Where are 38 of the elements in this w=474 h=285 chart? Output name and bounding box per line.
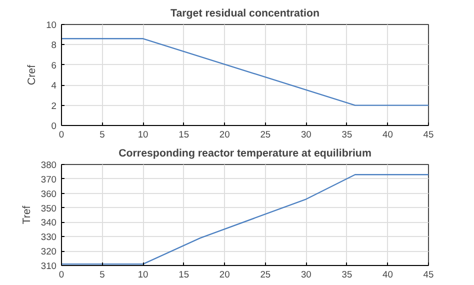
x-tick-label: 40 bbox=[382, 270, 393, 280]
y-axis-title: Cref bbox=[26, 64, 38, 86]
y-tick-label: 360 bbox=[40, 188, 57, 199]
x-tick-label: 45 bbox=[423, 130, 434, 140]
y-tick-label: 8 bbox=[51, 40, 57, 50]
chart-title: Corresponding reactor temperature at equilibrium bbox=[118, 148, 372, 160]
x-tick-label: 0 bbox=[58, 130, 64, 140]
x-tick-label: 20 bbox=[219, 130, 230, 140]
x-tick-label: 5 bbox=[100, 130, 105, 140]
y-tick-label: 350 bbox=[40, 203, 57, 214]
y-tick-label: 380 bbox=[40, 160, 57, 170]
y-tick-label: 310 bbox=[40, 261, 57, 271]
y-tick-label: 320 bbox=[40, 246, 57, 257]
x-tick-label: 5 bbox=[100, 270, 105, 280]
x-tick-label: 20 bbox=[219, 270, 230, 280]
y-tick-label: 10 bbox=[46, 20, 57, 30]
x-tick-label: 15 bbox=[178, 130, 190, 140]
y-axis-title: Tref bbox=[20, 206, 33, 224]
y-tick-label: 6 bbox=[51, 60, 57, 70]
y-tick-label: 340 bbox=[40, 218, 57, 228]
x-tick-label: 30 bbox=[300, 130, 312, 140]
y-tick-label: 2 bbox=[51, 100, 57, 111]
y-tick-label: 370 bbox=[40, 174, 57, 184]
x-tick-label: 10 bbox=[138, 270, 148, 280]
y-tick-label: 4 bbox=[51, 80, 57, 91]
x-tick-label: 40 bbox=[382, 130, 393, 140]
x-tick-label: 35 bbox=[342, 130, 352, 140]
x-tick-label: 10 bbox=[138, 130, 148, 140]
x-tick-label: 0 bbox=[58, 270, 64, 280]
x-tick-label: 35 bbox=[342, 270, 352, 280]
y-tick-label: 0 bbox=[51, 121, 57, 131]
x-tick-label: 25 bbox=[260, 130, 271, 140]
x-tick-label: 30 bbox=[300, 270, 312, 280]
x-tick-label: 25 bbox=[260, 270, 271, 280]
y-tick-label: 330 bbox=[40, 232, 57, 242]
x-tick-label: 45 bbox=[423, 270, 434, 280]
chart-title: Target residual concentration bbox=[170, 8, 320, 20]
x-tick-label: 15 bbox=[178, 270, 190, 280]
